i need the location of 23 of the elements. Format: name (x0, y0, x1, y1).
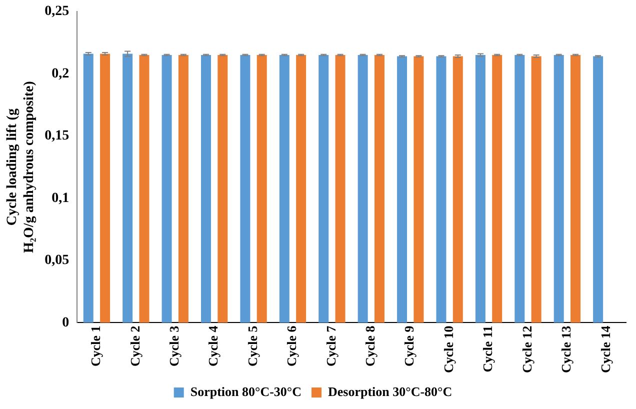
x-tick-label: Cycle 6 (284, 325, 300, 367)
x-tick-label: Cycle 4 (206, 325, 221, 367)
x-tick-label: Cycle 7 (323, 325, 338, 367)
x-tick-label: Cycle 11 (480, 326, 496, 372)
x-tick-label: Cycle 2 (127, 326, 142, 367)
legend-label: Sorption 80°C-30°C (190, 384, 302, 399)
x-tick-label: Cycle 1 (88, 326, 104, 367)
y-tick-label: 0 (62, 315, 70, 330)
y-axis-title: Cycle loading lift (g H₂O/g anhydrous composite) (5, 80, 37, 254)
x-tick-label: Cycle 9 (402, 325, 417, 367)
x-tick-label: Cycle 14 (598, 325, 613, 374)
x-tick-label: Cycle 13 (558, 325, 574, 374)
legend-label: Desorption 30°C-80°C (328, 384, 452, 399)
x-tick-label: Cycle 5 (244, 325, 260, 367)
y-tick-label: 0,05 (44, 253, 70, 268)
x-tick-label: Cycle 3 (166, 325, 182, 367)
y-tick-label: 0,1 (52, 190, 70, 206)
x-tick-label: Cycle 12 (519, 326, 534, 374)
x-tick-label: Cycle 10 (440, 326, 456, 374)
y-tick-label: 0,2 (52, 66, 70, 82)
y-tick-label: 0,15 (44, 128, 70, 144)
y-tick-label: 0,25 (44, 4, 70, 20)
x-tick-label: Cycle 8 (362, 325, 378, 367)
